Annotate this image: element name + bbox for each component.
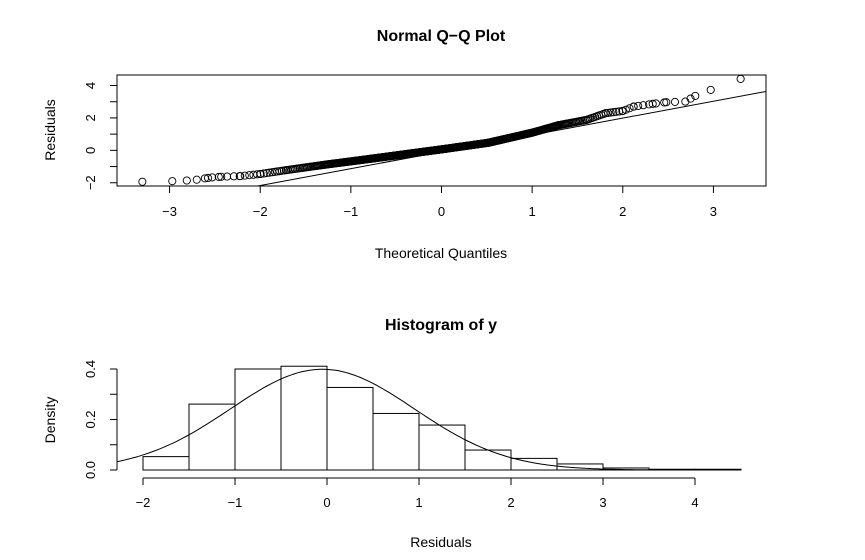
histogram-bar — [188, 403, 236, 471]
qq-point — [259, 169, 268, 178]
histogram-bar — [142, 456, 190, 471]
hist-title: Histogram of y — [385, 317, 497, 334]
qq-point — [691, 91, 700, 100]
histogram-bar — [418, 424, 466, 471]
qq-plot: −3 −2 −1 0 1 2 3 −2 0 2 4 — [83, 74, 767, 219]
qq-x-tick-label: 0 — [438, 204, 445, 219]
qq-point — [634, 101, 643, 110]
qq-point — [240, 171, 249, 180]
histogram-bar — [556, 463, 604, 471]
histogram-bar — [326, 386, 374, 471]
hist-y-tick-label: 0.4 — [83, 360, 98, 378]
hist-x-tick-label: −1 — [228, 495, 243, 510]
qq-point — [648, 99, 657, 108]
qq-point — [245, 171, 254, 180]
qq-point — [601, 109, 610, 118]
histogram-bar — [464, 449, 512, 471]
qq-point — [208, 173, 217, 182]
qq-x-tick-label: 1 — [529, 204, 536, 219]
qq-point — [606, 108, 615, 117]
qq-point — [639, 101, 648, 110]
hist-x-tick-label: 0 — [323, 495, 330, 510]
qq-title: Normal Q−Q Plot — [377, 28, 506, 45]
qq-point — [229, 172, 238, 181]
qq-point — [609, 108, 618, 117]
qq-y-tick-label: 4 — [83, 82, 98, 89]
qq-point — [612, 107, 621, 116]
qq-x-tick-label: 3 — [710, 204, 717, 219]
qq-point — [192, 175, 201, 184]
qq-point — [621, 105, 630, 114]
qq-point — [262, 168, 271, 178]
histogram-bar — [234, 368, 282, 471]
qq-x-tick-label: −1 — [343, 204, 358, 219]
qq-x-tick-label: −2 — [253, 204, 268, 219]
qq-point — [138, 177, 147, 186]
normal-density-curve — [117, 368, 741, 471]
qq-y-tick-label: 2 — [83, 114, 98, 121]
qq-point — [670, 97, 680, 106]
qq-point — [736, 74, 745, 83]
hist-xlabel: Residuals — [410, 534, 471, 550]
qq-point — [686, 94, 695, 103]
qq-point — [214, 172, 223, 181]
qq-point — [217, 172, 226, 181]
qq-plot-frame — [116, 74, 767, 187]
qq-xlabel: Theoretical Quantiles — [375, 245, 507, 261]
qq-point — [182, 176, 191, 185]
hist-x-tick-label: −2 — [136, 495, 151, 510]
qq-point — [256, 169, 265, 178]
qq-x-tick-label: −3 — [162, 204, 177, 219]
qq-point — [629, 102, 638, 111]
qq-ylabel: Residuals — [42, 99, 58, 160]
hist-ylabel: Density — [42, 397, 58, 444]
hist-x-tick-label: 2 — [507, 495, 514, 510]
qq-point — [168, 177, 177, 186]
qq-point — [660, 98, 669, 107]
histogram-plot: −2 −1 0 1 2 3 4 0.0 0.2 0.4 — [83, 360, 742, 510]
histogram-bar — [510, 457, 558, 471]
histogram-bar — [372, 412, 420, 471]
qq-point — [651, 99, 660, 108]
hist-x-tick-label: 4 — [691, 495, 698, 510]
hist-x-tick-label: 3 — [599, 495, 606, 510]
qq-y-tick-label: 0 — [83, 147, 98, 154]
qq-point — [265, 168, 274, 177]
qq-point — [706, 85, 715, 94]
qq-point — [618, 106, 627, 116]
qq-point — [625, 104, 634, 113]
qq-point — [203, 173, 213, 183]
qq-x-tick-label: 2 — [619, 204, 626, 219]
hist-y-tick-label: 0.2 — [83, 410, 98, 428]
qq-y-tick-label: −2 — [83, 175, 98, 190]
hist-y-tick-label: 0.0 — [83, 461, 98, 479]
qq-point — [235, 172, 244, 181]
hist-x-tick-label: 1 — [415, 495, 422, 510]
qq-point — [604, 108, 613, 117]
histogram-bar — [280, 365, 328, 471]
qq-point — [253, 170, 262, 179]
